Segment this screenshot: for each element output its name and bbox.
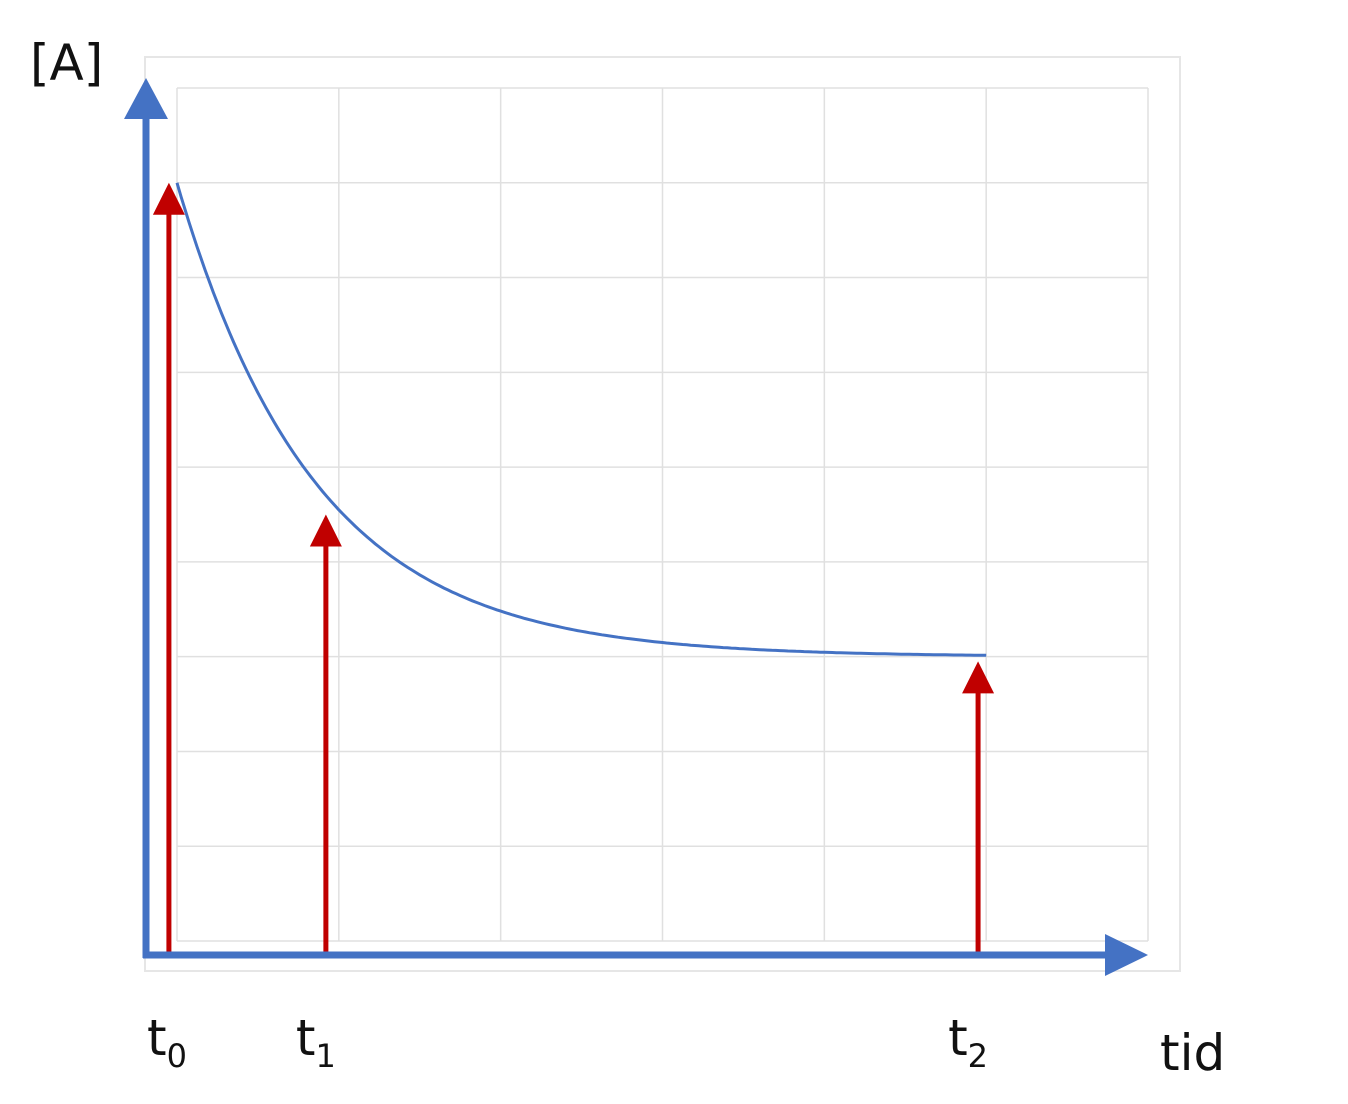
axes — [124, 78, 1148, 976]
y-axis-arrow-icon — [124, 78, 168, 119]
x-tick-label: t1 — [296, 1009, 336, 1075]
decay-curve — [175, 182, 987, 657]
x-tick-label: t2 — [948, 1009, 988, 1075]
x-tick-labels: t0 t1 t2 — [147, 1009, 988, 1075]
curve-group — [175, 182, 987, 657]
marker-arrow-head — [309, 514, 342, 547]
grid — [176, 87, 1149, 942]
x-axis-label: tid — [1160, 1024, 1225, 1082]
marker-arrow-head — [152, 182, 185, 215]
y-axis-label: [A] — [30, 34, 103, 92]
x-axis-arrow-icon — [1105, 934, 1148, 976]
x-tick-label: t0 — [147, 1009, 187, 1075]
marker-arrows — [152, 182, 995, 952]
marker-arrow-head — [962, 661, 995, 694]
